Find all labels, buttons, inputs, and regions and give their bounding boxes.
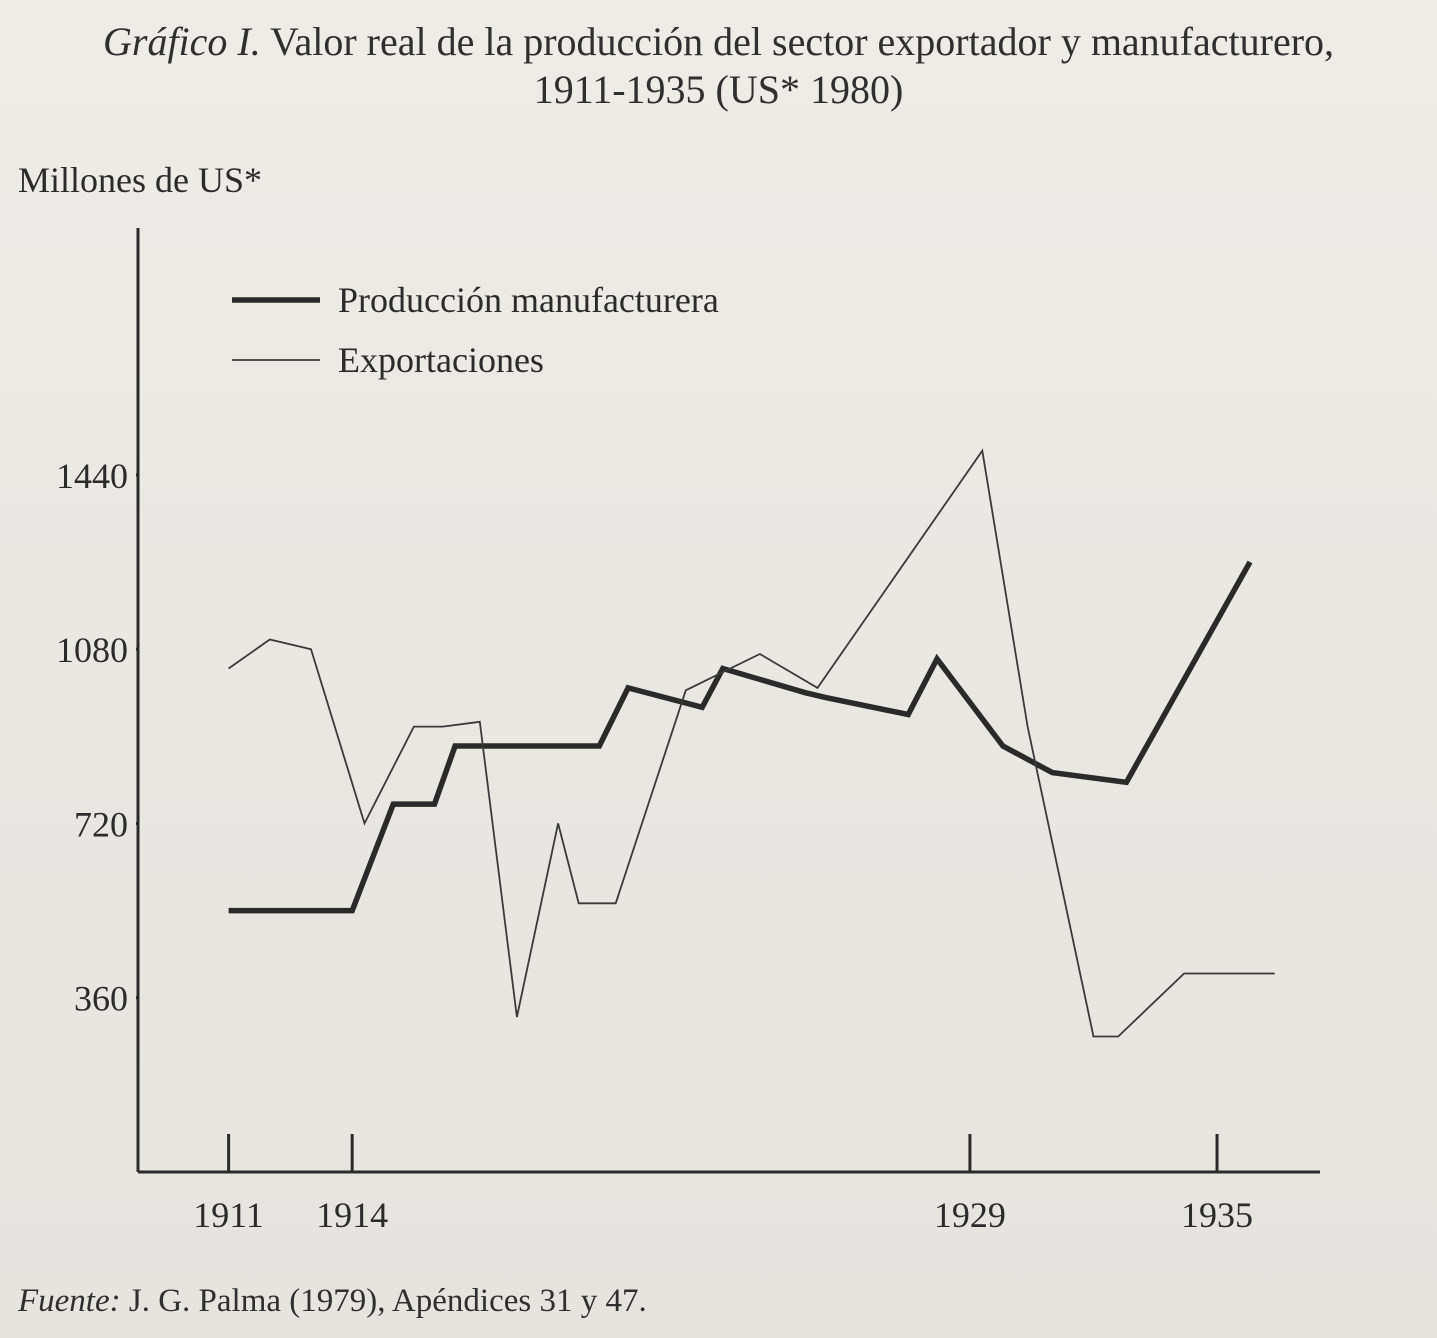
- y-tick-label: 1080: [56, 630, 128, 670]
- source-label: Fuente:: [18, 1283, 121, 1319]
- chart-title-text: Valor real de la producción del sector e…: [270, 19, 1335, 64]
- series-line-exportaciones: [228, 448, 1275, 1038]
- x-axis-ticks: 1911 1914 1929 1935: [193, 1134, 1253, 1235]
- chart-legend: Producción manufacturera Exportaciones: [232, 280, 719, 380]
- chart-title-label: Gráfico I.: [102, 19, 261, 64]
- y-tick-label: 1440: [56, 456, 128, 496]
- chart-title-line-2: 1911-1935 (US* 1980): [533, 67, 904, 112]
- x-tick-label: 1929: [934, 1195, 1006, 1235]
- chart-title: Gráfico I. Valor real de la producción d…: [0, 18, 1437, 114]
- chart-axes: [136, 228, 1320, 1174]
- y-axis-label: Millones de US*: [18, 160, 262, 200]
- legend-label: Exportaciones: [338, 340, 544, 380]
- legend-label: Producción manufacturera: [338, 280, 719, 320]
- series-line-produccion-manufacturera: [228, 560, 1253, 914]
- chart-title-line-1: Gráfico I. Valor real de la producción d…: [0, 18, 1437, 66]
- source-note: Fuente: J. G. Palma (1979), Apéndices 31…: [18, 1283, 647, 1320]
- x-tick-label: 1911: [193, 1195, 264, 1235]
- x-tick-label: 1935: [1181, 1195, 1253, 1235]
- source-text: J. G. Palma (1979), Apéndices 31 y 47.: [128, 1283, 647, 1319]
- x-tick-label: 1914: [316, 1195, 388, 1235]
- series-layer: [228, 448, 1275, 1038]
- y-tick-label: 720: [74, 804, 128, 844]
- y-axis-ticks: 360 720 1080 1440: [56, 456, 138, 1019]
- y-tick-label: 360: [74, 979, 128, 1019]
